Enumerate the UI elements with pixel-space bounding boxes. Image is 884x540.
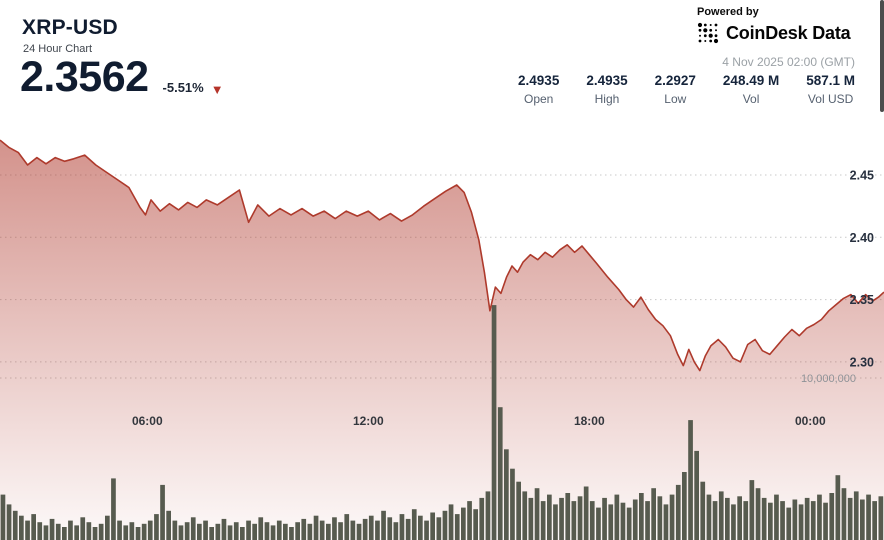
stats-row: 2.4935 Open 2.4935 High 2.2927 Low 248.4… <box>518 73 855 106</box>
stat-high-label: High <box>594 92 620 106</box>
stat-open: 2.4935 Open <box>518 73 559 106</box>
stat-vol-usd-label: Vol USD <box>807 92 854 106</box>
price-row: 2.3562 -5.51% ▼ <box>20 56 224 99</box>
svg-text:10,000,000: 10,000,000 <box>801 373 856 385</box>
symbol-title: XRP-USD <box>22 16 118 39</box>
stat-open-label: Open <box>524 92 554 106</box>
stat-open-value: 2.4935 <box>518 73 560 88</box>
stat-vol-usd: 587.1 M Vol USD <box>806 73 855 106</box>
stat-vol-usd-value: 587.1 M <box>806 73 855 88</box>
down-arrow-icon: ▼ <box>210 82 224 97</box>
price-area <box>0 140 884 540</box>
stat-high: 2.4935 High <box>586 73 627 106</box>
svg-text:12:00: 12:00 <box>353 414 384 428</box>
powered-by-label: Powered by <box>697 6 759 18</box>
svg-text:2.30: 2.30 <box>850 355 874 369</box>
stat-low-value: 2.2927 <box>654 73 696 88</box>
svg-text:2.40: 2.40 <box>850 231 874 245</box>
price-chart[interactable]: 2.45 2.40 2.35 2.30 10,000,000 06:00 12:00 18:0… <box>0 135 884 540</box>
svg-text:2.45: 2.45 <box>850 169 874 183</box>
svg-text:2.35: 2.35 <box>850 293 874 307</box>
coindesk-logo-icon <box>697 22 719 44</box>
stat-low: 2.2927 Low <box>655 73 696 106</box>
chart-timestamp: 4 Nov 2025 02:00 (GMT) <box>722 55 855 69</box>
coindesk-brand-link[interactable]: CoinDesk Data <box>697 22 851 44</box>
svg-text:06:00: 06:00 <box>132 414 163 428</box>
svg-text:18:00: 18:00 <box>574 414 605 428</box>
volume-bars <box>0 305 884 540</box>
price-line <box>0 139 884 372</box>
stat-high-value: 2.4935 <box>586 73 628 88</box>
scrollbar-thumb[interactable] <box>880 0 884 112</box>
svg-text:00:00: 00:00 <box>795 414 826 428</box>
current-price: 2.3562 <box>20 53 149 101</box>
axis-labels: 2.45 2.40 2.35 2.30 10,000,000 06:00 12:00 18:0… <box>132 169 874 429</box>
price-change-percent: -5.51% <box>162 80 204 95</box>
stat-vol-value: 248.49 M <box>722 73 780 88</box>
chart-subtitle: 24 Hour Chart <box>23 43 93 55</box>
coindesk-brand-text: CoinDesk Data <box>726 22 851 43</box>
stat-vol-label: Vol <box>742 92 760 106</box>
stat-vol: 248.49 M Vol <box>723 73 779 106</box>
stat-low-label: Low <box>664 92 687 106</box>
